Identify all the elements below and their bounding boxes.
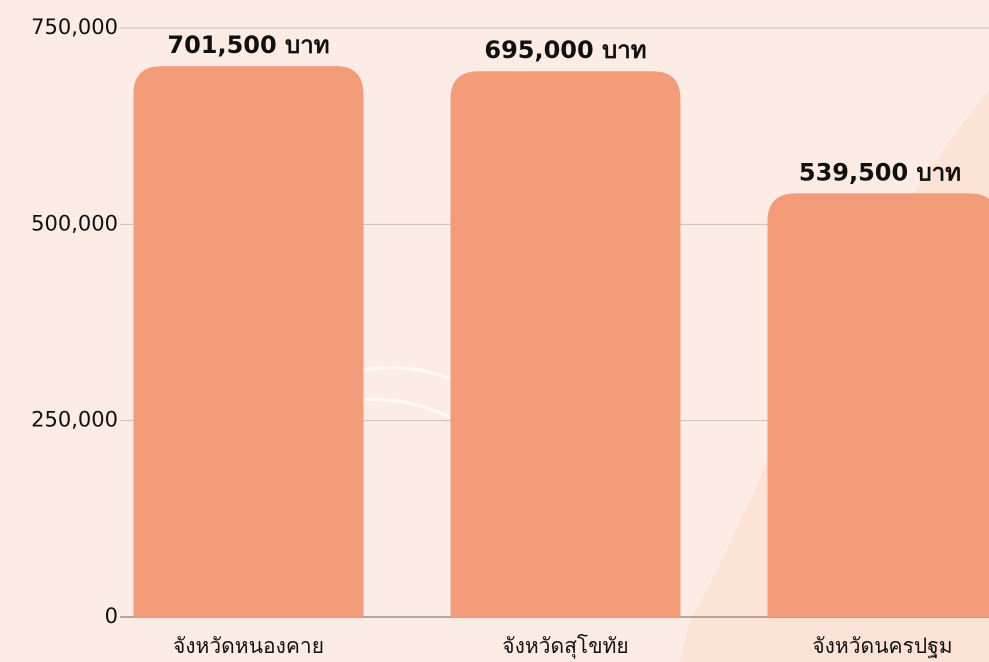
value-label: 695,000 บาท <box>484 36 646 64</box>
x-tick-label: จังหวัดสุโขทัย <box>502 634 628 659</box>
bar <box>768 193 989 617</box>
x-tick-label: จังหวัดนครปฐม <box>812 634 952 658</box>
value-label: 539,500 บาท <box>799 158 961 186</box>
y-tick-label: 500,000 <box>31 211 118 235</box>
x-tick-label: จังหวัดหนองคาย <box>173 634 324 658</box>
chart: 0 250,000 500,000 750,000 701,500 บาทจังหวัด… <box>0 0 989 662</box>
value-label: 701,500 บาท <box>167 31 329 59</box>
bar <box>451 71 681 617</box>
y-tick-label: 750,000 <box>31 15 118 39</box>
y-tick-label: 250,000 <box>31 408 118 432</box>
bar <box>134 66 364 617</box>
page: {"chart_data": {"type": "bar", "categori… <box>0 0 989 662</box>
y-tick-label: 0 <box>105 604 118 628</box>
